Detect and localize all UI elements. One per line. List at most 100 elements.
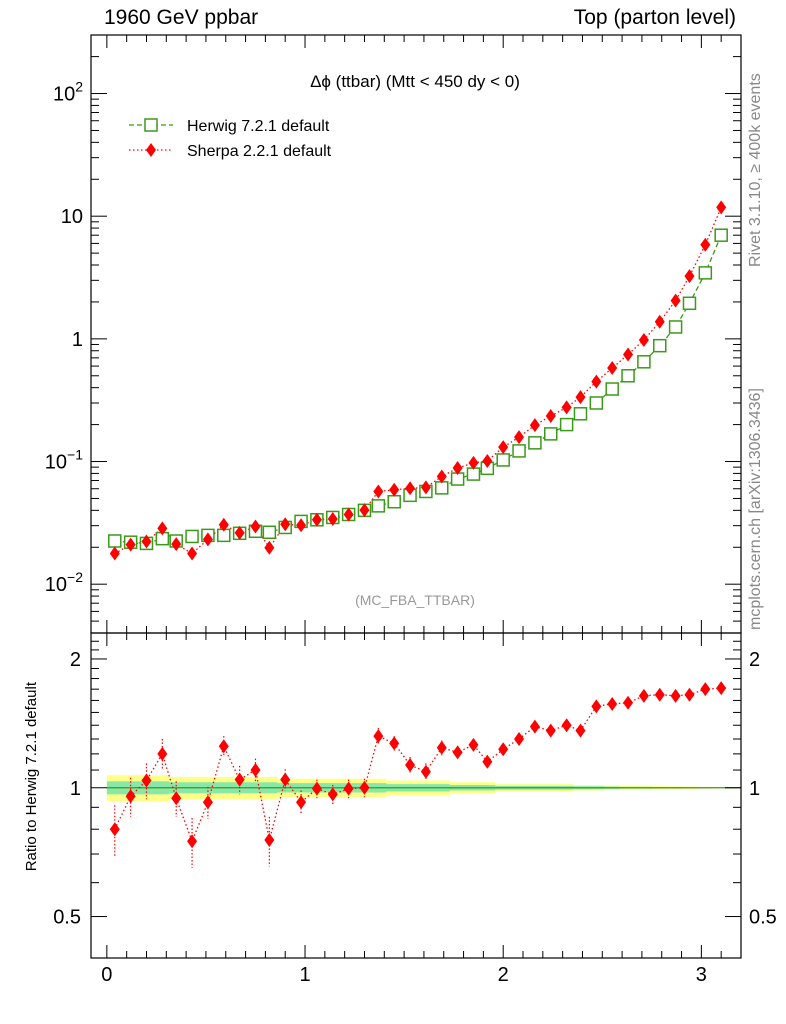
sherpa-point xyxy=(343,507,354,522)
sherpa-series-line xyxy=(114,207,722,555)
sherpa-point xyxy=(670,293,681,308)
sherpa-ratio-point xyxy=(654,687,665,702)
sherpa-ratio-point xyxy=(684,687,695,702)
sherpa-ratio-point xyxy=(405,758,416,773)
legend-herwig-label: Herwig 7.2.1 default xyxy=(187,118,330,135)
sherpa-ratio-point xyxy=(157,746,168,761)
sherpa-ratio-point xyxy=(700,682,711,697)
herwig-point xyxy=(371,499,386,513)
sherpa-ratio-point xyxy=(296,795,307,810)
legend-herwig-marker xyxy=(144,118,158,132)
herwig-point xyxy=(621,369,635,383)
header-collision-label: 1960 GeV ppbar xyxy=(104,6,259,29)
sherpa-ratio-point xyxy=(468,737,479,752)
analysis-watermark: (MC_FBA_TTBAR) xyxy=(355,592,475,608)
sherpa-point xyxy=(264,540,275,555)
main-y-tick-label: 1 xyxy=(72,329,83,351)
sherpa-ratio-point xyxy=(187,834,198,849)
sherpa-ratio-point xyxy=(171,791,182,806)
x-tick-label: 2 xyxy=(498,964,509,986)
sherpa-ratio-point xyxy=(280,772,291,787)
sherpa-point xyxy=(125,537,136,552)
herwig-point xyxy=(262,525,277,540)
ratio-y-tick-label: 0.5 xyxy=(53,907,81,929)
plot-title: Δϕ (ttbar) (Mtt < 450 dy < 0) xyxy=(310,72,520,91)
herwig-point xyxy=(435,481,449,495)
herwig-point xyxy=(387,494,401,509)
sherpa-ratio-point xyxy=(545,723,556,738)
sherpa-ratio-point xyxy=(311,781,322,796)
sherpa-point xyxy=(482,453,493,468)
ratio-y-tick-label: 2 xyxy=(70,649,81,671)
x-tick-label: 0 xyxy=(101,964,112,986)
herwig-point xyxy=(512,444,526,458)
herwig-point xyxy=(496,453,510,467)
herwig-point xyxy=(185,529,199,544)
herwig-point xyxy=(637,355,651,369)
legend-entry-sherpa: Sherpa 2.2.1 default xyxy=(129,143,332,160)
sherpa-point xyxy=(700,237,711,252)
sherpa-point xyxy=(109,546,120,561)
sherpa-ratio-point xyxy=(514,732,525,747)
sherpa-ratio-point xyxy=(109,822,120,837)
main-y-tick-label: 10−1 xyxy=(45,447,83,474)
sherpa-ratio-point xyxy=(452,745,463,760)
sherpa-ratio-point xyxy=(343,781,354,796)
sherpa-ratio-point xyxy=(420,764,431,779)
herwig-point xyxy=(589,396,604,410)
main-y-tick-label: 102 xyxy=(53,79,83,106)
sherpa-point xyxy=(514,430,525,445)
herwig-point xyxy=(698,266,713,280)
sherpa-ratio-point xyxy=(529,719,540,734)
sherpa-ratio-point xyxy=(264,832,275,847)
sherpa-point xyxy=(202,532,213,547)
ratio-y-axis-label: Ratio to Herwig 7.2.1 default xyxy=(23,681,40,871)
sherpa-point xyxy=(561,400,572,415)
herwig-point xyxy=(714,228,728,242)
herwig-point xyxy=(466,467,481,481)
sherpa-point xyxy=(654,314,665,329)
sherpa-ratio-point xyxy=(218,739,229,754)
sherpa-point xyxy=(591,374,602,389)
herwig-point xyxy=(559,417,574,432)
sherpa-ratio-point xyxy=(607,696,618,711)
sherpa-point xyxy=(545,409,556,424)
herwig-point xyxy=(108,534,122,548)
sherpa-point xyxy=(187,546,198,561)
header-process-label: Top (parton level) xyxy=(573,6,736,29)
sherpa-ratio-point xyxy=(327,787,338,802)
sherpa-point xyxy=(436,469,447,484)
x-tick-label: 3 xyxy=(696,964,707,986)
sherpa-point xyxy=(389,482,400,497)
sherpa-point xyxy=(171,537,182,552)
herwig-series-line xyxy=(114,234,722,545)
sherpa-ratio-line xyxy=(114,687,722,843)
ratio-y-tick-label-right: 2 xyxy=(749,649,760,671)
sherpa-ratio-point xyxy=(591,699,602,714)
ratio-plot-panel: 0 1 2 3 0.5 0.5 1 1 2 2 Ratio to Herwig 7.2.1 def… xyxy=(23,632,777,986)
sherpa-ratio-point xyxy=(670,688,681,703)
herwig-point xyxy=(573,407,588,421)
sherpa-point xyxy=(157,521,168,536)
ratio-plot-frame xyxy=(90,632,742,959)
sherpa-point xyxy=(575,390,586,405)
sherpa-point xyxy=(250,519,261,534)
herwig-point xyxy=(528,436,542,450)
sherpa-point xyxy=(468,455,479,470)
main-y-tick-label: 10−2 xyxy=(45,569,83,596)
sherpa-point xyxy=(716,200,727,215)
sherpa-ratio-point xyxy=(716,681,727,696)
sherpa-ratio-point xyxy=(234,772,245,787)
sherpa-point xyxy=(296,518,307,533)
legend-sherpa-marker xyxy=(146,143,156,157)
sherpa-point xyxy=(405,481,416,496)
sherpa-ratio-point xyxy=(482,754,493,769)
sherpa-point xyxy=(638,333,649,348)
sherpa-ratio-point xyxy=(389,736,400,751)
herwig-point xyxy=(653,338,667,353)
sherpa-point xyxy=(218,517,229,532)
herwig-point xyxy=(605,382,619,396)
main-y-tick-label: 10 xyxy=(61,206,83,228)
sherpa-point xyxy=(311,512,322,527)
